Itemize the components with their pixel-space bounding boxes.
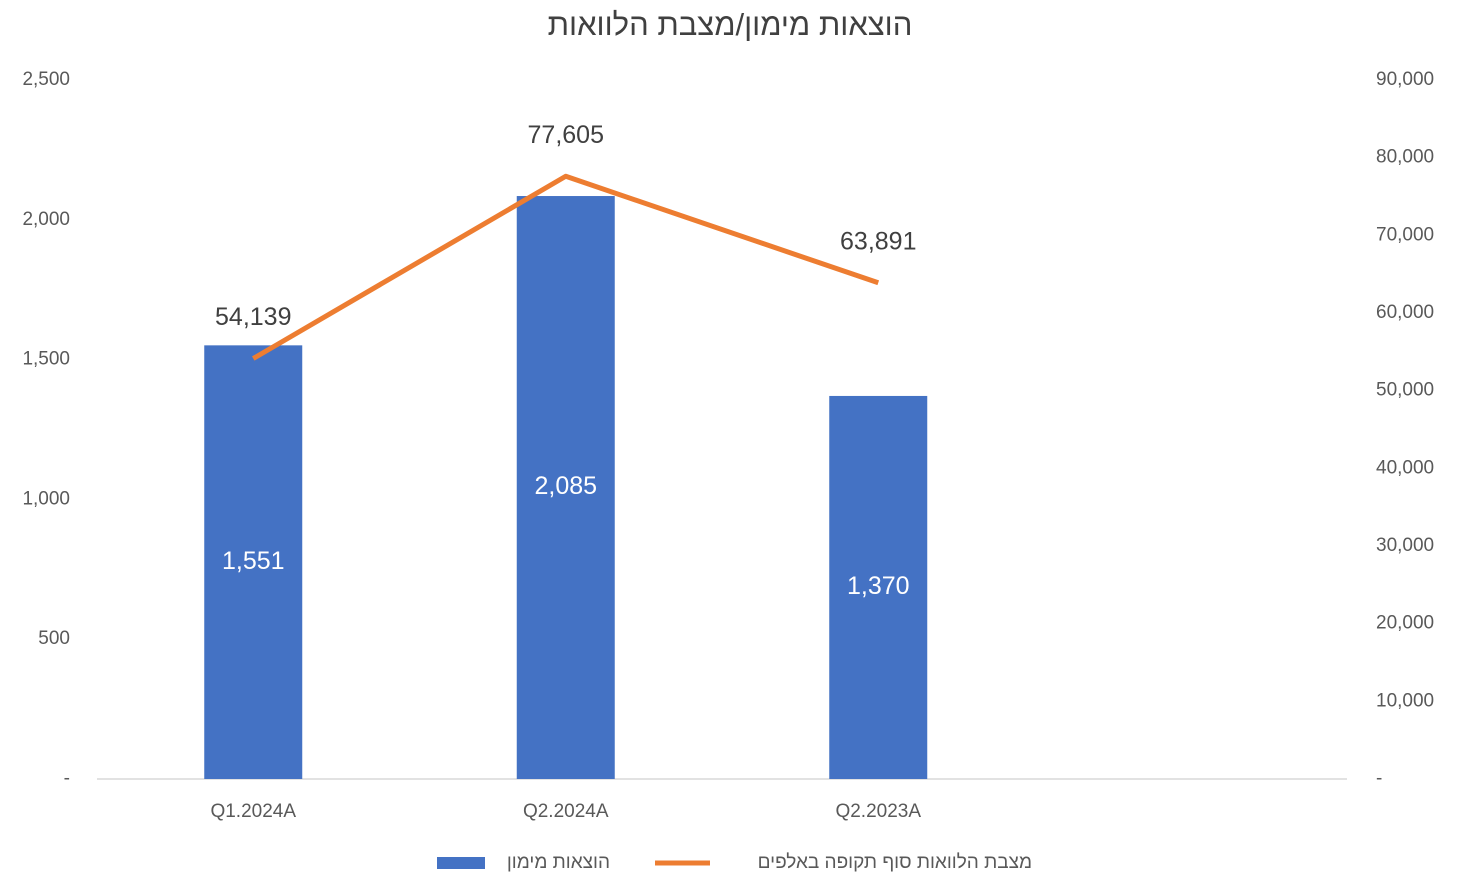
x-tick-label: Q1.2024A (210, 801, 296, 822)
y2-tick-label: - (1376, 768, 1382, 789)
chart-title: הוצאות מימון/מצבת הלוואות (548, 7, 913, 42)
bar-value-label: 1,551 (222, 547, 285, 575)
y-tick-label: - (64, 768, 70, 789)
legend-label: מצבת הלוואות סוף תקופה באלפים (758, 852, 1032, 873)
y-tick-label: 2,000 (22, 209, 70, 230)
x-tick-label: Q2.2024A (523, 801, 609, 822)
line-value-label: 77,605 (528, 121, 604, 149)
y2-tick-label: 90,000 (1376, 69, 1434, 90)
y2-tick-label: 30,000 (1376, 535, 1434, 556)
line-value-label: 54,139 (215, 303, 291, 331)
y2-tick-label: 50,000 (1376, 380, 1434, 401)
y2-tick-label: 80,000 (1376, 147, 1434, 168)
legend-swatch (437, 857, 485, 869)
bar (829, 395, 928, 779)
line-value-label: 63,891 (840, 227, 916, 255)
bar (204, 345, 303, 779)
y2-tick-label: 20,000 (1376, 613, 1434, 634)
y2-tick-label: 70,000 (1376, 224, 1434, 245)
y-tick-label: 2,500 (22, 69, 70, 90)
x-tick-label: Q2.2023A (835, 801, 921, 822)
y-tick-label: 1,500 (22, 349, 70, 370)
y-tick-label: 500 (38, 628, 70, 649)
y2-tick-label: 40,000 (1376, 457, 1434, 478)
bar (516, 196, 615, 779)
y-tick-label: 1,000 (22, 488, 70, 509)
bar-value-label: 2,085 (534, 472, 597, 500)
y2-tick-label: 10,000 (1376, 690, 1434, 711)
bar-value-label: 1,370 (847, 572, 910, 600)
legend-label: הוצאות מימון (507, 852, 610, 873)
y2-tick-label: 60,000 (1376, 302, 1434, 323)
line (251, 173, 880, 361)
